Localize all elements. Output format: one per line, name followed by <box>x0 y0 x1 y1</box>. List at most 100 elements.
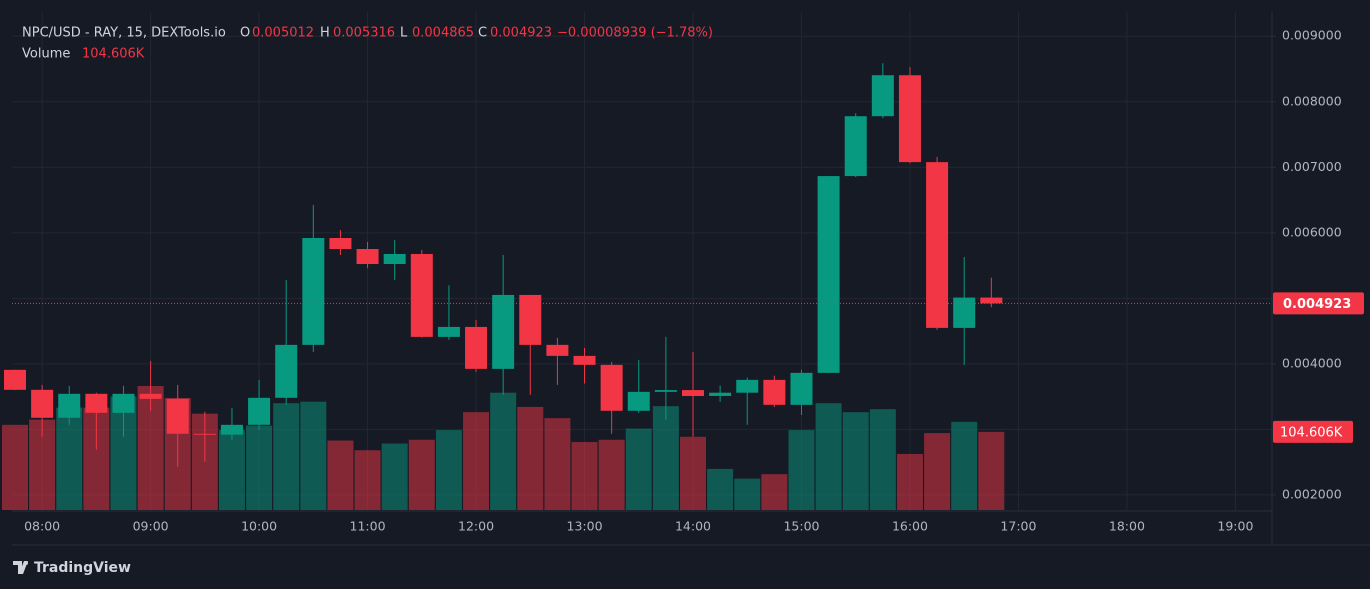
y-tick-label: 0.009000 <box>1282 28 1342 43</box>
candle-body <box>926 162 949 328</box>
y-tick-label: 0.007000 <box>1282 159 1342 174</box>
candle-body <box>193 433 216 435</box>
volume-bar <box>327 440 354 510</box>
x-tick-label: 17:00 <box>1000 519 1036 534</box>
candle-body <box>329 238 352 250</box>
candle-body <box>519 294 542 345</box>
price-tag <box>1273 292 1364 315</box>
volume-bar <box>354 450 381 510</box>
brand-text: TradingView <box>34 560 131 576</box>
volume-bar <box>707 468 734 510</box>
volume-bar <box>625 428 652 510</box>
volume-bar <box>842 412 869 510</box>
candle-body <box>275 344 298 398</box>
candle-body <box>763 379 786 405</box>
x-tick-label: 19:00 <box>1217 519 1253 534</box>
volume-bar <box>598 439 625 510</box>
candle-body <box>817 176 840 373</box>
high-value: 0.005316 <box>333 26 395 41</box>
volume-bar <box>300 401 327 510</box>
candle-body <box>302 238 325 345</box>
candle-body <box>980 297 1003 304</box>
candle-body <box>85 393 108 413</box>
y-tick-label: 0.006000 <box>1282 224 1342 239</box>
close-label: C <box>478 26 487 41</box>
candle-body <box>709 392 732 396</box>
volume-bar <box>788 430 815 510</box>
candle-body <box>600 364 623 411</box>
y-tick-label: 0.004000 <box>1282 355 1342 370</box>
candle-body <box>58 393 81 418</box>
candle-body <box>139 393 162 399</box>
x-tick-label: 18:00 <box>1109 519 1145 534</box>
candle-body <box>871 75 894 117</box>
volume-bar <box>924 433 951 510</box>
volume-bar <box>273 403 300 510</box>
candle-body <box>736 379 759 393</box>
volume-bar <box>571 442 598 510</box>
volume-tag <box>1273 420 1353 443</box>
volume-bar <box>463 412 490 510</box>
volume-bar <box>517 406 544 510</box>
candle-body <box>437 326 460 337</box>
candle-body <box>166 398 189 434</box>
x-tick-label: 08:00 <box>24 519 60 534</box>
volume-bar <box>896 453 923 510</box>
volume-bar <box>2 424 28 510</box>
close-value: 0.004923 <box>490 26 552 41</box>
candle-body <box>627 391 650 411</box>
x-tick-label: 16:00 <box>892 519 928 534</box>
open-value: 0.005012 <box>252 26 314 41</box>
candle-body <box>953 297 976 328</box>
volume-bar <box>680 436 706 510</box>
candle-body <box>573 355 596 365</box>
volume-bar <box>544 418 571 510</box>
y-tick-label: 0.008000 <box>1282 93 1342 108</box>
volume-bar <box>490 392 517 510</box>
volume-bar <box>761 474 788 510</box>
volume-layer <box>2 386 1005 510</box>
candle-body <box>220 424 243 435</box>
tradingview-logo: TradingView <box>13 560 131 576</box>
logo-mark <box>13 561 28 574</box>
candle-body <box>898 75 921 163</box>
volume-tag-label: 104.606K <box>1280 425 1343 440</box>
volume-bar <box>218 430 245 510</box>
candle-body <box>844 116 867 177</box>
change-value: −0.00008939 (−1.78%) <box>557 26 713 41</box>
low-label: L <box>400 26 408 41</box>
volume-bar <box>246 425 273 510</box>
candle-layer <box>4 63 1003 467</box>
volume-value: 104.606K <box>82 47 145 62</box>
x-tick-label: 10:00 <box>241 519 277 534</box>
volume-bar <box>951 421 978 510</box>
x-tick-label: 13:00 <box>567 519 603 534</box>
candle-body <box>410 253 433 337</box>
open-label: O <box>240 26 250 41</box>
chart-title: NPC/USD - RAY, 15, DEXTools.io <box>22 26 226 41</box>
x-tick-label: 09:00 <box>133 519 169 534</box>
volume-bar <box>734 478 761 510</box>
high-label: H <box>320 26 330 41</box>
candle-body <box>4 369 26 390</box>
candle-body <box>546 344 569 356</box>
candle-body <box>248 397 271 425</box>
volume-label: Volume <box>22 47 70 62</box>
volume-bar <box>815 403 842 510</box>
logo-dot <box>24 561 28 565</box>
candle-body <box>682 390 704 396</box>
x-tick-label: 11:00 <box>350 519 386 534</box>
candle-body <box>31 389 54 418</box>
volume-bar <box>869 409 896 510</box>
candle-body <box>465 326 488 369</box>
volume-bar <box>408 439 435 510</box>
volume-bar <box>435 430 462 510</box>
candle-body <box>790 372 813 405</box>
y-tick-label: 0.002000 <box>1282 486 1342 501</box>
candle-body <box>112 393 135 413</box>
low-value: 0.004865 <box>412 26 474 41</box>
candle-body <box>356 249 379 265</box>
candle-body <box>654 390 677 392</box>
